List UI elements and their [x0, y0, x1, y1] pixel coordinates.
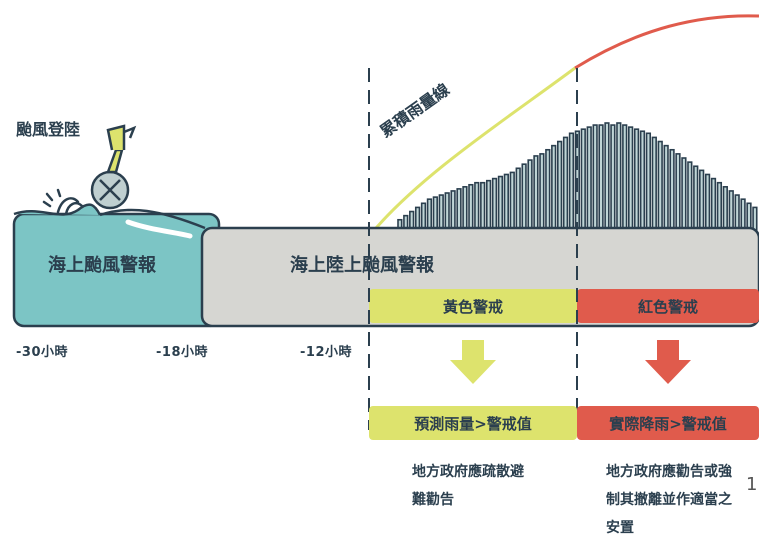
rainfall-bar [675, 153, 681, 233]
rainfall-bars [397, 122, 758, 233]
rainfall-bar [468, 183, 474, 233]
typhoon-figure-icon [90, 124, 137, 210]
rainfall-bar [527, 159, 533, 233]
rainfall-bar [669, 148, 675, 233]
rainfall-bar [586, 126, 592, 233]
rainfall-bar [438, 194, 444, 233]
rainfall-bar [622, 124, 628, 233]
rainfall-bar [592, 124, 598, 233]
rainfall-bar [663, 144, 669, 233]
rainfall-bar [728, 190, 734, 233]
rainfall-bar [651, 136, 657, 233]
wave-crest-curl [125, 219, 193, 239]
rainfall-bar [687, 161, 693, 233]
wave-left [13, 203, 102, 216]
cumulative-curve-yellow [368, 66, 576, 236]
rainfall-bar [699, 169, 705, 233]
red-alert-bar [577, 289, 759, 323]
rainfall-bar [556, 140, 563, 233]
page-number: 1 [746, 474, 758, 495]
yellow-alert-bar [369, 289, 577, 323]
rainfall-bar [604, 122, 610, 233]
yellow-action-text: 地方政府應疏散避難勸告 [412, 464, 524, 508]
rainfall-bar [716, 181, 723, 233]
tick-minus-18h: -18小時 [156, 345, 208, 360]
rainfall-bar [456, 188, 462, 233]
rainfall-bar [616, 122, 622, 233]
rainfall-bar [704, 173, 711, 233]
rainfall-bar [503, 173, 509, 233]
yellow-down-arrow-icon [450, 340, 496, 384]
rainfall-bar [657, 140, 663, 233]
rainfall-bar [485, 179, 492, 233]
rainfall-bar [610, 124, 616, 233]
red-condition-bar [577, 406, 759, 440]
red-alert-label: 紅色警戒 [637, 298, 698, 316]
cumulative-curve-red [574, 14, 759, 70]
rainfall-bar [734, 194, 740, 233]
rainfall-bar [539, 153, 545, 233]
red-condition-label: 實際降雨>警戒值 [609, 415, 727, 433]
rainfall-bar [474, 181, 480, 233]
sea-warning-label: 海上颱風警報 [48, 255, 156, 276]
rainfall-bar [568, 132, 575, 233]
rainfall-bar [533, 155, 539, 233]
rainfall-bar [639, 130, 646, 233]
rainfall-bar [497, 175, 504, 233]
rainfall-bar [462, 186, 468, 233]
yellow-alert-label: 黃色警戒 [442, 298, 503, 316]
wave-right [99, 208, 206, 230]
tick-minus-12h: -12小時 [300, 345, 352, 360]
rainfall-bar [645, 132, 652, 233]
red-action-text: 地方政府應勸告或強制其撤離並作適當之安置 [606, 464, 732, 536]
rainfall-bar [693, 165, 699, 233]
typhoon-landfall-label: 颱風登陸 [16, 120, 81, 139]
rainfall-bar [450, 190, 456, 233]
rainfall-bar [551, 144, 557, 233]
rainfall-bar [710, 177, 717, 233]
rainfall-bar [633, 128, 640, 233]
rainfall-bar [580, 128, 586, 233]
rainfall-bar [722, 186, 728, 233]
rainfall-bar [444, 192, 450, 233]
rainfall-bar [681, 157, 687, 233]
sea-land-warning-label: 海上陸上颱風警報 [290, 255, 434, 276]
rainfall-bar [509, 171, 515, 233]
rainfall-bar [521, 163, 527, 233]
rainfall-bar [598, 124, 604, 233]
rainfall-bar [545, 148, 551, 233]
wave-splash [42, 188, 84, 216]
rainfall-bar [562, 136, 569, 233]
rainfall-bar [627, 126, 634, 233]
yellow-condition-bar [369, 406, 577, 440]
rainfall-bar [515, 167, 521, 233]
rainfall-bar [480, 181, 486, 233]
tick-minus-30h: -30小時 [16, 345, 68, 360]
yellow-condition-label: 預測雨量>警戒值 [414, 415, 532, 433]
red-down-arrow-icon [645, 340, 691, 384]
rainfall-bar [491, 177, 498, 233]
